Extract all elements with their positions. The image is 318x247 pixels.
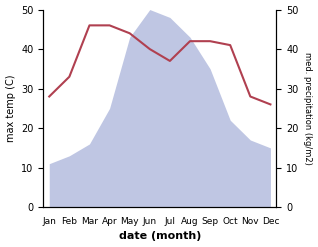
X-axis label: date (month): date (month) bbox=[119, 231, 201, 242]
Y-axis label: med. precipitation (kg/m2): med. precipitation (kg/m2) bbox=[303, 52, 313, 165]
Y-axis label: max temp (C): max temp (C) bbox=[5, 75, 16, 142]
